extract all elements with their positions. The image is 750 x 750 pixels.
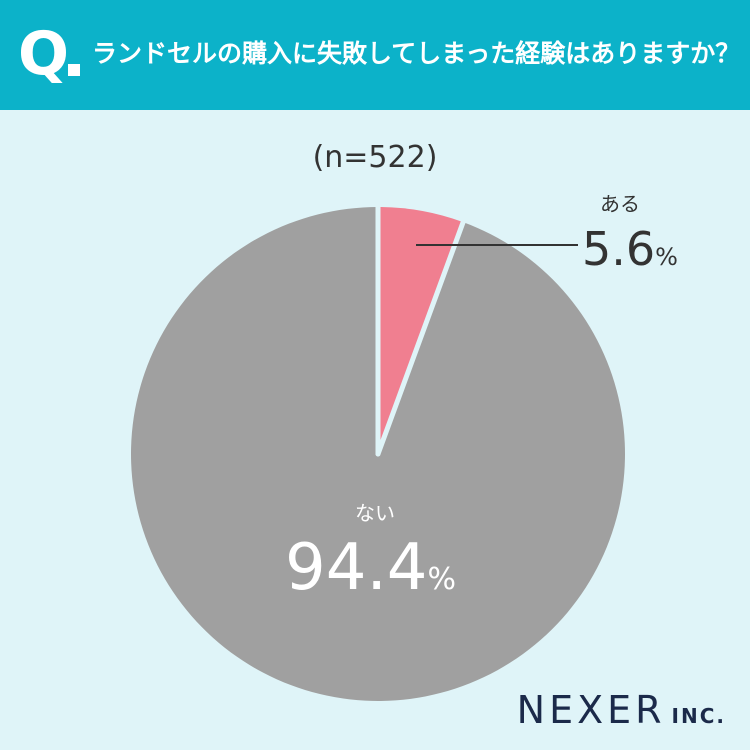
q-dot (68, 64, 80, 76)
value-unit-yes: % (655, 243, 678, 271)
slice-label-yes: ある (600, 192, 640, 216)
value-number-yes: 5.6 (582, 222, 656, 276)
slice-value-yes: 5.6% (582, 222, 678, 276)
question-header: Q ランドセルの購入に失敗してしまった経験はありますか？ (0, 0, 750, 110)
question-text: ランドセルの購入に失敗してしまった経験はありますか？ (92, 39, 741, 68)
brand-logo: NEXER INC. (517, 688, 726, 738)
brand-name: NEXER (516, 688, 666, 732)
slice-divider (375, 219, 466, 457)
sample-size: (n=522) (312, 140, 438, 175)
value-unit-no: % (427, 562, 457, 597)
brand-suffix: INC. (671, 704, 726, 728)
value-number-no: 94.4 (285, 531, 428, 605)
q-mark: Q (18, 19, 70, 89)
slice-label-no: ない (355, 501, 395, 525)
slice-value-no: 94.4% (285, 530, 456, 606)
